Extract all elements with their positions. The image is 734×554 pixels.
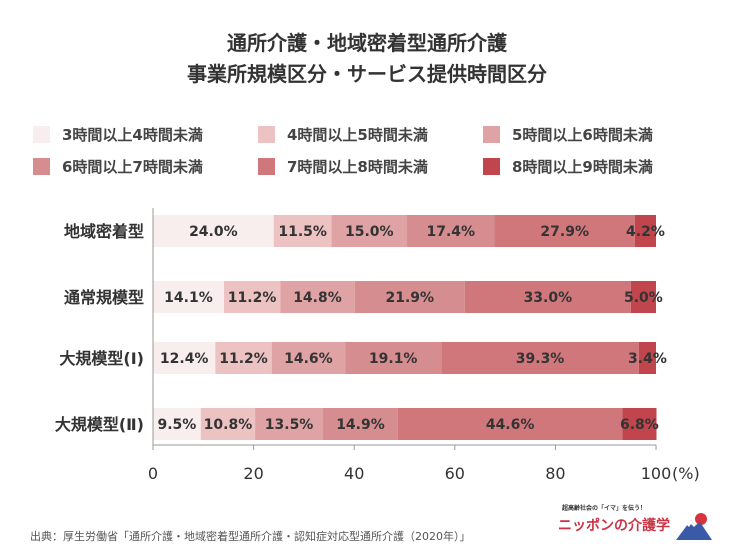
- legend-label: 3時間以上4時間未満: [62, 125, 203, 144]
- data-label: 4.2%: [626, 224, 665, 240]
- bar-segment: [638, 342, 656, 374]
- data-label: 27.9%: [540, 224, 589, 240]
- logo-name: ニッポンの介護学: [558, 518, 670, 534]
- bar-segment: [215, 342, 272, 374]
- source-note: 出典：厚生労働省「通所介護・地域密着型通所介護・認知症対応型通所介護（2020年…: [30, 530, 471, 543]
- data-label: 3.4%: [628, 351, 667, 367]
- bar-segment: [397, 408, 623, 440]
- bar-segment: [354, 281, 465, 313]
- x-axis-unit: (%): [672, 464, 700, 483]
- logo-tagline: 超高齢社会の「イマ」を伝う！: [562, 505, 647, 512]
- bar-segment: [153, 281, 224, 313]
- data-label: 6.8%: [620, 417, 659, 433]
- x-tick-label: 60: [445, 464, 465, 483]
- mount-fuji-icon: [676, 513, 712, 540]
- data-label: 5.0%: [624, 290, 663, 306]
- data-label: 17.4%: [426, 224, 475, 240]
- x-tick-label: 20: [243, 464, 263, 483]
- legend-item: 6時間以上7時間未満: [33, 156, 203, 176]
- bar-segment: [223, 281, 281, 313]
- data-label: 10.8%: [204, 417, 253, 433]
- legend-item: 3時間以上4時間未満: [33, 124, 203, 144]
- legend-swatch: [33, 125, 50, 143]
- bar-segment: [273, 215, 332, 247]
- legend-swatch: [33, 157, 50, 175]
- data-label: 11.5%: [278, 224, 327, 240]
- category-label: 地域密着型: [64, 222, 144, 241]
- x-tick-label: 100: [641, 464, 672, 483]
- data-label: 13.5%: [265, 417, 314, 433]
- bar-segment: [323, 408, 398, 440]
- x-tick-label: 80: [545, 464, 565, 483]
- bar-segment: [153, 342, 216, 374]
- data-label: 14.6%: [284, 351, 333, 367]
- data-label: 39.3%: [516, 351, 565, 367]
- x-tick-label: 0: [148, 464, 158, 483]
- data-label: 33.0%: [524, 290, 573, 306]
- data-label: 14.1%: [164, 290, 213, 306]
- bar-segment: [153, 215, 274, 247]
- legend-swatch: [483, 125, 500, 143]
- legend-item: 5時間以上6時間未満: [483, 124, 653, 144]
- legend-item: 8時間以上9時間未満: [483, 156, 653, 176]
- bar-segment: [630, 281, 656, 313]
- data-label: 14.9%: [336, 417, 385, 433]
- bar-segment: [280, 281, 355, 313]
- bar-segment: [271, 342, 346, 374]
- stacked-bar-chart: 地域密着型 24.0% 11.5% 15.0% 17.4% 27.9% 4.2% 通常規模型 1…: [55, 208, 700, 483]
- data-label: 19.1%: [369, 351, 418, 367]
- bar-segment: [153, 408, 201, 440]
- legend-item: 4時間以上5時間未満: [258, 124, 428, 144]
- legend-swatch: [258, 125, 275, 143]
- data-label: 44.6%: [486, 417, 535, 433]
- legend-item: 7時間以上8時間未満: [258, 156, 428, 176]
- data-label: 14.8%: [293, 290, 342, 306]
- legend-label: 5時間以上6時間未満: [512, 125, 653, 144]
- chart-title-line1: 通所介護・地域密着型通所介護: [227, 31, 507, 55]
- bar-segment: [345, 342, 442, 374]
- bar-segment: [464, 281, 631, 313]
- site-logo: 超高齢社会の「イマ」を伝う！ ニッポンの介護学: [556, 500, 716, 544]
- bar-segment: [200, 408, 256, 440]
- legend-label: 7時間以上8時間未満: [287, 157, 428, 176]
- data-label: 11.2%: [228, 290, 277, 306]
- data-label: 24.0%: [189, 224, 238, 240]
- data-label: 15.0%: [345, 224, 394, 240]
- bar-segment: [255, 408, 324, 440]
- data-label: 9.5%: [157, 417, 196, 433]
- legend-swatch: [483, 157, 500, 175]
- legend-label: 4時間以上5時間未満: [287, 125, 428, 144]
- category-label: 通常規模型: [64, 288, 144, 307]
- category-label: 大規模型(Ⅱ): [55, 415, 144, 434]
- legend-label: 6時間以上7時間未満: [62, 157, 203, 176]
- bar-segment: [407, 215, 495, 247]
- data-label: 21.9%: [385, 290, 434, 306]
- bar-segment: [441, 342, 639, 374]
- data-label: 12.4%: [160, 351, 209, 367]
- legend-swatch: [258, 157, 275, 175]
- bar-segment: [331, 215, 408, 247]
- legend-label: 8時間以上9時間未満: [512, 157, 653, 176]
- x-tick-label: 40: [344, 464, 364, 483]
- bar-segment: [634, 215, 656, 247]
- category-label: 大規模型(Ⅰ): [59, 349, 144, 368]
- data-label: 11.2%: [219, 351, 268, 367]
- bar-segment: [622, 408, 657, 440]
- chart-title-line2: 事業所規模区分・サービス提供時間区分: [187, 62, 547, 86]
- bar-segment: [494, 215, 635, 247]
